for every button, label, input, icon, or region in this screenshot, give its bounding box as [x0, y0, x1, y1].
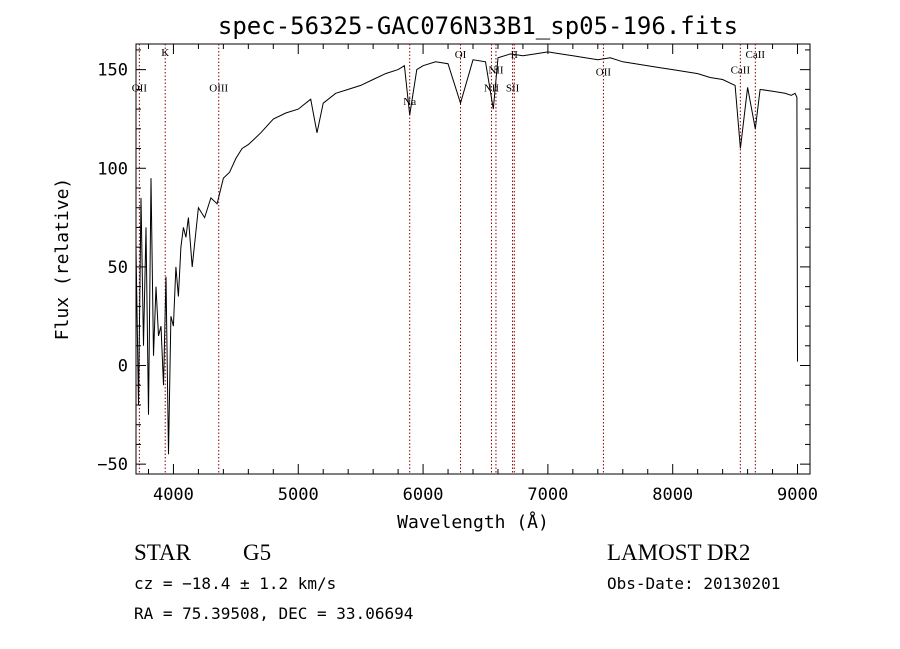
axis-ticks: 4000 5000 6000 7000 8000 9000 −50 0 50 100 150 [97, 44, 818, 505]
line-label-7: SII [506, 82, 520, 94]
y-axis-label: Flux (relative) [52, 178, 73, 341]
x-axis-label: Wavelength (Å) [397, 511, 549, 533]
line-label-5: NII [484, 82, 500, 94]
sky-coordinates: RA = 75.39508, DEC = 33.06694 [134, 604, 414, 623]
x-tick-label-1: 5000 [278, 485, 319, 505]
x-tick-label-3: 7000 [527, 485, 568, 505]
x-tick-label-5: 9000 [777, 485, 818, 505]
line-label-9: OII [596, 67, 612, 79]
object-subclass: G5 [243, 540, 272, 565]
chart-title: spec-56325-GAC076N33B1_sp05-196.fits [218, 12, 738, 40]
spectrum-line [135, 51, 798, 455]
x-tick-label-2: 6000 [403, 485, 444, 505]
observation-date: Obs-Date: 20130201 [607, 574, 781, 593]
y-tick-label-0: −50 [97, 455, 128, 475]
y-tick-label-4: 150 [97, 61, 128, 81]
line-label-0: OII [132, 82, 148, 94]
y-tick-label-1: 0 [118, 357, 128, 377]
spectrum-series [135, 51, 798, 455]
x-tick-label-0: 4000 [153, 485, 194, 505]
line-label-6: NII [488, 65, 504, 77]
x-tick-label-4: 8000 [652, 485, 693, 505]
line-label-11: CaII [746, 49, 766, 61]
object-class: STAR [134, 540, 191, 565]
line-label-1: K [161, 47, 169, 59]
line-label-2: OIII [209, 82, 228, 94]
line-label-10: CaII [731, 65, 751, 77]
survey-name: LAMOST DR2 [607, 540, 751, 565]
redshift-velocity: cz = −18.4 ± 1.2 km/s [134, 574, 337, 593]
line-label-3: Na [403, 96, 416, 108]
y-tick-label-3: 100 [97, 159, 128, 179]
y-tick-label-2: 50 [108, 258, 128, 278]
line-label-4: OI [455, 49, 467, 61]
plot-frame [135, 43, 811, 475]
